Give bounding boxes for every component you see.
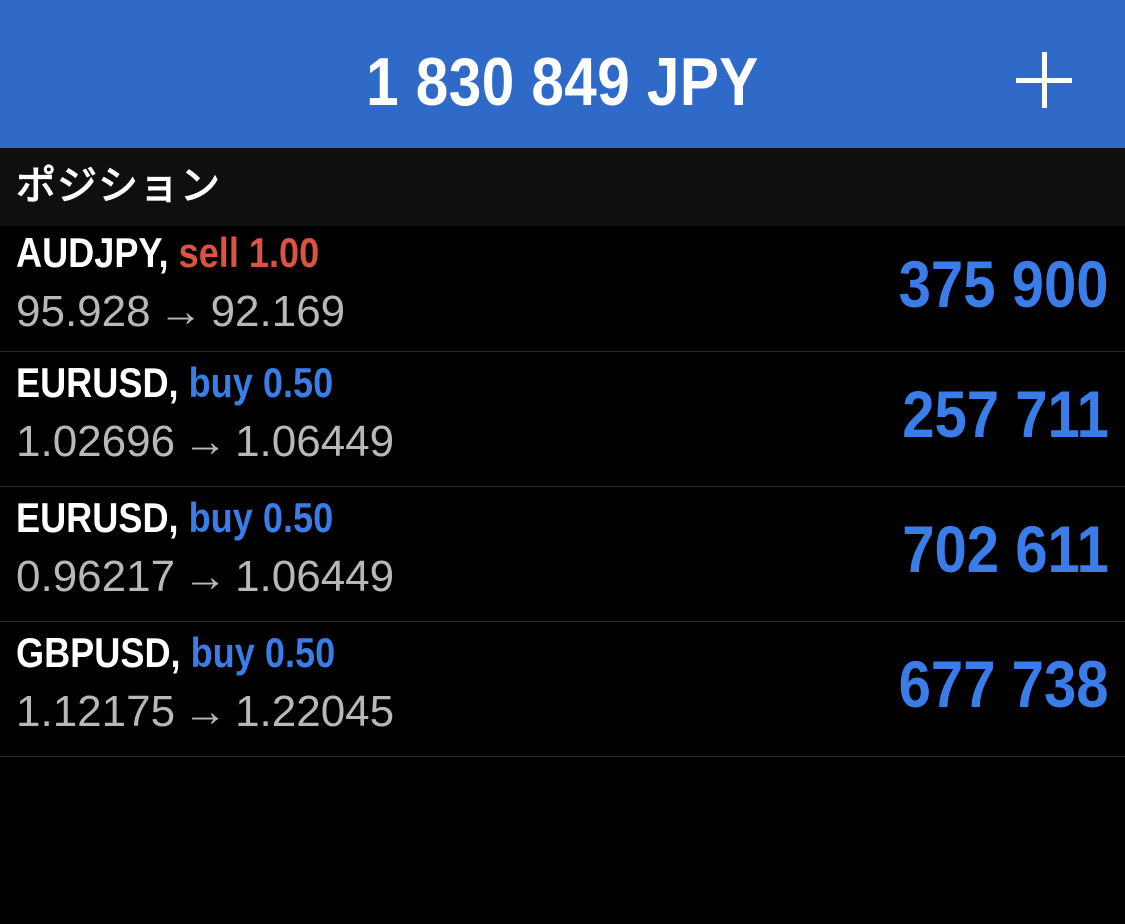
position-row[interactable]: AUDJPY, sell 1.00 95.928 → 92.169 375 900 [0, 226, 1125, 352]
add-button[interactable] [1002, 40, 1086, 124]
position-row[interactable]: EURUSD, buy 0.50 1.02696 → 1.06449 257 711 [0, 352, 1125, 487]
arrow-right-icon: → [183, 417, 228, 466]
arrow-right-icon: → [183, 552, 228, 601]
position-header: GBPUSD, buy 0.50 [16, 626, 335, 680]
position-profit: 702 611 [902, 512, 1109, 586]
position-prices: 0.96217 → 1.06449 [16, 553, 394, 601]
position-header: EURUSD, buy 0.50 [16, 356, 333, 410]
position-symbol: EURUSD, [16, 359, 179, 406]
open-price: 1.12175 [16, 687, 176, 736]
open-price: 1.02696 [16, 417, 176, 466]
position-symbol: AUDJPY, [16, 229, 169, 276]
position-prices: 1.02696 → 1.06449 [16, 418, 394, 466]
position-profit: 677 738 [899, 647, 1109, 721]
position-symbol: EURUSD, [16, 494, 179, 541]
top-bar: 1 830 849 JPY [0, 0, 1125, 148]
position-header: EURUSD, buy 0.50 [16, 491, 333, 545]
current-price: 1.06449 [235, 552, 395, 601]
current-price: 92.169 [210, 287, 346, 336]
open-price: 95.928 [16, 287, 151, 336]
position-header: AUDJPY, sell 1.00 [16, 226, 319, 280]
position-prices: 1.12175 → 1.22045 [16, 688, 394, 736]
current-price: 1.22045 [235, 687, 395, 736]
position-side: buy 0.50 [190, 629, 336, 676]
position-profit: 257 711 [902, 377, 1109, 451]
position-row[interactable]: GBPUSD, buy 0.50 1.12175 → 1.22045 677 738 [0, 622, 1125, 757]
position-row[interactable]: EURUSD, buy 0.50 0.96217 → 1.06449 702 611 [0, 487, 1125, 622]
arrow-right-icon: → [183, 687, 228, 736]
arrow-right-icon: → [158, 287, 203, 336]
position-side: buy 0.50 [188, 494, 334, 541]
positions-section-header: ポジション [0, 148, 1125, 226]
position-prices: 95.928 → 92.169 [16, 288, 345, 336]
current-price: 1.06449 [235, 417, 395, 466]
position-side: sell 1.00 [178, 229, 320, 276]
positions-list: AUDJPY, sell 1.00 95.928 → 92.169 375 900 … [0, 226, 1125, 757]
account-balance: 1 830 849 JPY [366, 44, 759, 120]
position-profit: 375 900 [899, 247, 1109, 321]
position-symbol: GBPUSD, [16, 629, 181, 676]
open-price: 0.96217 [16, 552, 176, 601]
section-title: ポジション [16, 163, 221, 209]
position-side: buy 0.50 [188, 359, 334, 406]
